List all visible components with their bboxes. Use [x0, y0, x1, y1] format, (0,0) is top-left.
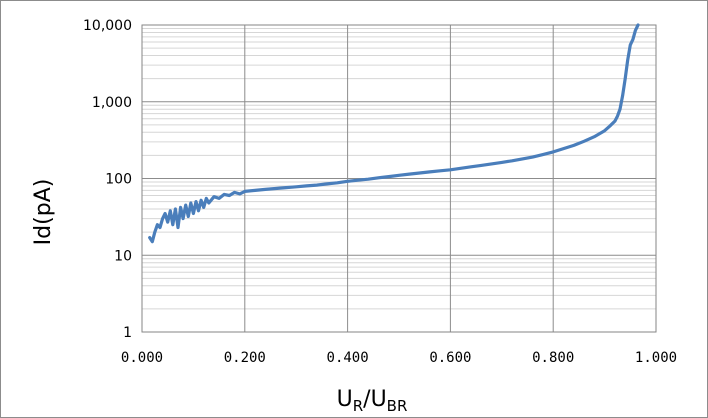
y-tick-label: 10: [114, 248, 132, 264]
x-tick-label: 0.800: [532, 350, 574, 366]
x-tick-label: 0.200: [224, 350, 266, 366]
x-tick-label: 0.400: [327, 350, 369, 366]
minor-gridlines: [142, 28, 656, 310]
x-tick-label: 1.000: [635, 350, 677, 366]
series-layer: [148, 23, 640, 244]
x-axis-title-sub1: R: [353, 397, 363, 415]
y-axis-tick-labels: 1 10 100 1,000 10,000: [83, 18, 132, 341]
plot-area-border: [141, 24, 657, 333]
x-axis-title: UR/UBR: [337, 387, 408, 415]
series-line: [148, 23, 640, 244]
x-axis-title-sub2: BR: [387, 397, 408, 415]
y-tick-label: 1: [123, 325, 132, 341]
y-tick-label: 10,000: [83, 18, 132, 34]
y-axis-title: Id(pA): [31, 179, 56, 246]
x-axis-title-sep: /U: [363, 387, 387, 412]
x-axis-title-main: U: [337, 387, 353, 412]
y-tick-label: 1,000: [92, 95, 132, 111]
x-tick-label: 0.600: [429, 350, 471, 366]
y-tick-label: 100: [105, 172, 132, 188]
x-tick-label: 0.000: [121, 350, 163, 366]
x-axis-tick-labels: 0.000 0.200 0.400 0.600 0.800 1.000: [121, 350, 677, 366]
